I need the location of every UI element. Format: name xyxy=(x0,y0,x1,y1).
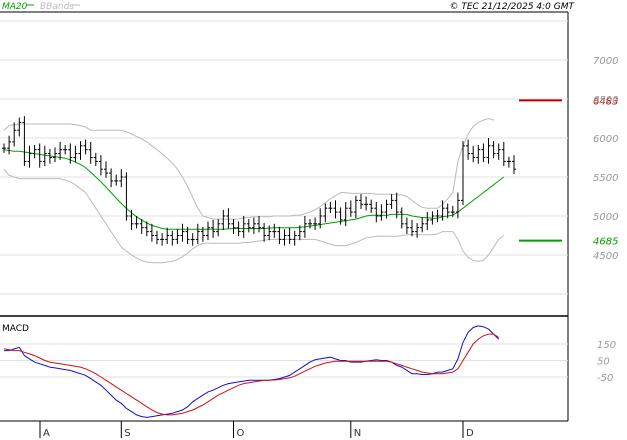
levels: 6483 4685 xyxy=(519,96,618,248)
support-label: 4685 xyxy=(593,237,618,248)
bband-lower-line xyxy=(3,168,505,264)
y-tick-labels: 7000 6500 6000 5500 5000 4500 150 50 -50 xyxy=(593,56,618,384)
bollinger-bands xyxy=(3,117,505,264)
ma20-polyline xyxy=(3,149,505,230)
price-grid xyxy=(0,20,568,295)
price-tick-label: 6500 xyxy=(593,95,618,106)
x-tick-label: D xyxy=(466,428,474,439)
legend-bbands: BBands xyxy=(40,2,74,12)
price-tick-label: 5000 xyxy=(593,212,618,223)
macd-lines xyxy=(3,325,500,418)
copyright-text: © TEC 21/12/2025 4:0 GMT xyxy=(449,2,575,12)
x-tick-label: S xyxy=(124,428,130,439)
x-tick-label: N xyxy=(354,428,361,439)
price-bars xyxy=(2,116,516,246)
macd-title: MACD xyxy=(2,324,29,334)
x-tick-label: O xyxy=(237,428,245,439)
price-tick-label: 6000 xyxy=(593,134,618,145)
macd-grid xyxy=(0,343,568,378)
resistance-label: 6483 xyxy=(593,96,618,107)
macd-tick-label: 50 xyxy=(597,357,610,368)
ma20-line xyxy=(3,149,505,230)
macd-tick-label: -50 xyxy=(597,373,613,384)
price-tick-label: 5500 xyxy=(593,173,618,184)
signal-line xyxy=(3,333,499,416)
macd-tick-label: 150 xyxy=(597,340,616,351)
legend-ma20: MA20 xyxy=(2,2,28,12)
macd-line xyxy=(4,325,500,418)
price-tick-label: 7000 xyxy=(593,56,618,67)
price-tick-label: 4500 xyxy=(593,251,618,262)
bband-upper-line xyxy=(3,117,494,220)
x-tick-label: A xyxy=(43,428,50,439)
